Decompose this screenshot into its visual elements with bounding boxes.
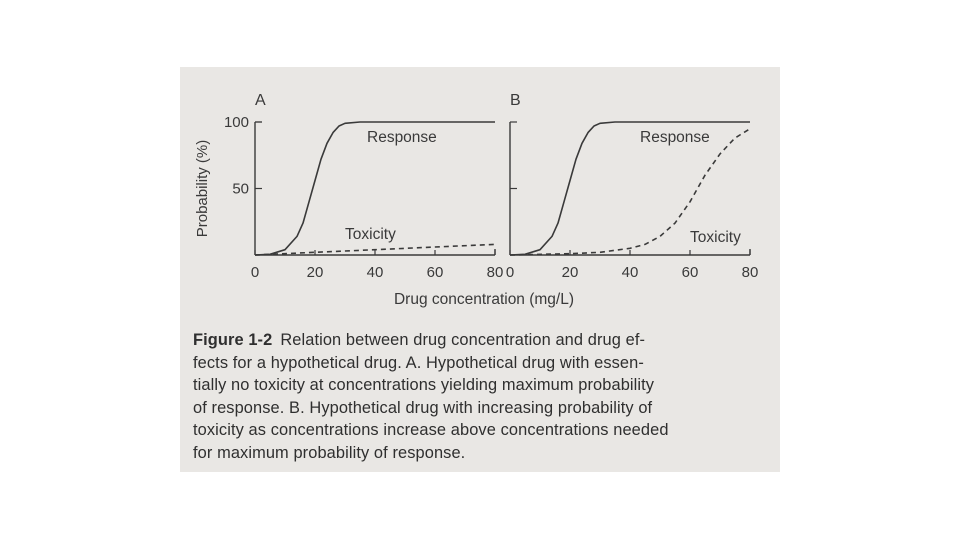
series-label-toxicity-a: Toxicity (345, 226, 396, 243)
series-label-toxicity-b: Toxicity (690, 229, 741, 246)
figure-label: Figure 1-2 (193, 331, 273, 349)
series-label-response-b: Response (640, 129, 710, 146)
figure-scan: A 0 20 40 60 80 50 100 Probability (%) Response To… (180, 67, 780, 472)
caption-line: tially no toxicity at concentrations yie… (193, 376, 655, 395)
x-tick-label-b: 80 (742, 264, 759, 281)
caption-line: Relation between drug concentration and … (280, 331, 646, 349)
series-toxicity-a (254, 243, 496, 256)
x-tick-label-b: 0 (506, 264, 514, 281)
series-response-a (254, 121, 495, 256)
x-tick-label-b: 20 (562, 264, 579, 281)
caption-line: of response. B. Hypothetical drug with i… (193, 398, 653, 417)
caption-line: for maximum probability of response. (193, 443, 466, 462)
figure-chart: A 0 20 40 60 80 50 100 Probability (%) Response To… (194, 92, 759, 308)
panel-label-a: A (255, 92, 266, 109)
x-tick-label-a: 80 (487, 264, 504, 281)
x-axis-label: Drug concentration (mg/L) (394, 291, 574, 308)
series-label-response-a: Response (367, 129, 437, 146)
caption-line: fects for a hypothetical drug. A. Hypoth… (193, 353, 644, 372)
y-tick-label-a: 50 (232, 181, 249, 198)
series-toxicity-b (509, 128, 751, 256)
x-tick-label-a: 0 (251, 264, 259, 281)
x-tick-label-a: 20 (307, 264, 324, 281)
panel-label-b: B (510, 92, 521, 109)
y-tick-label-a: 100 (224, 114, 249, 131)
figure-caption: Figure 1-2 Relation between drug concentr… (193, 329, 771, 465)
x-tick-label-b: 60 (682, 264, 699, 281)
y-axis-label: Probability (%) (194, 140, 211, 238)
x-tick-label-a: 40 (367, 264, 384, 281)
caption-line: toxicity as concentrations increase abov… (193, 421, 669, 440)
x-tick-label-a: 60 (427, 264, 444, 281)
x-tick-label-b: 40 (622, 264, 639, 281)
series-response-b (509, 121, 750, 256)
